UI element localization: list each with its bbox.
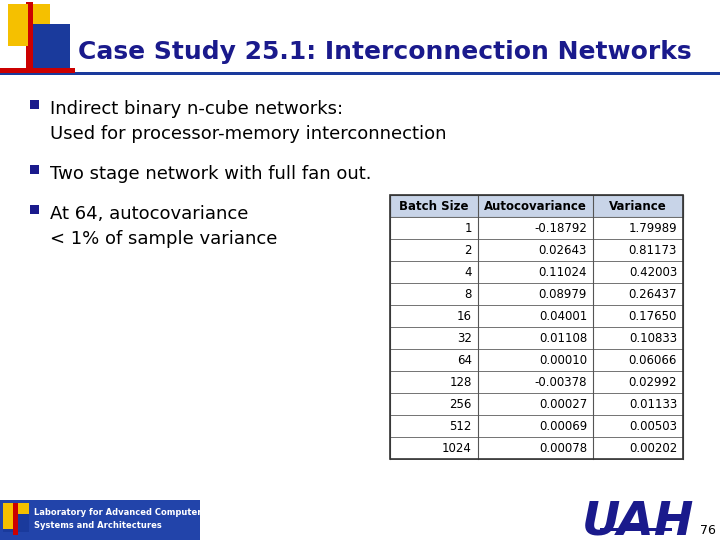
Text: -0.18792: -0.18792 <box>534 221 587 234</box>
Text: 1: 1 <box>464 221 472 234</box>
Text: 128: 128 <box>449 375 472 388</box>
Bar <box>8 4 28 46</box>
Bar <box>0 72 720 75</box>
Text: 76: 76 <box>700 523 716 537</box>
Bar <box>3 503 29 529</box>
Bar <box>390 239 683 261</box>
Bar <box>30 205 39 214</box>
Text: 4: 4 <box>464 266 472 279</box>
Text: Laboratory for Advanced Computer
Systems and Architectures: Laboratory for Advanced Computer Systems… <box>34 508 202 530</box>
Text: 0.00069: 0.00069 <box>539 420 587 433</box>
Text: 0.81173: 0.81173 <box>629 244 677 256</box>
Text: UAH: UAH <box>582 500 694 540</box>
Bar <box>0 68 75 73</box>
Bar <box>390 283 683 305</box>
Text: 0.04001: 0.04001 <box>539 309 587 322</box>
Text: 0.00503: 0.00503 <box>629 420 677 433</box>
Text: 16: 16 <box>457 309 472 322</box>
Bar <box>13 503 18 535</box>
Text: 1024: 1024 <box>442 442 472 455</box>
Text: 0.42003: 0.42003 <box>629 266 677 279</box>
Text: 2: 2 <box>464 244 472 256</box>
Text: At 64, autocovariance
< 1% of sample variance: At 64, autocovariance < 1% of sample var… <box>50 205 277 248</box>
Text: 0.10833: 0.10833 <box>629 332 677 345</box>
Bar <box>30 100 39 109</box>
Bar <box>390 195 683 459</box>
Bar <box>28 24 70 68</box>
Bar <box>390 393 683 415</box>
Text: 0.02992: 0.02992 <box>629 375 677 388</box>
Text: 8: 8 <box>464 287 472 300</box>
Text: 0.01133: 0.01133 <box>629 397 677 410</box>
Bar <box>390 327 683 349</box>
Text: 0.02643: 0.02643 <box>539 244 587 256</box>
Text: Batch Size: Batch Size <box>400 199 469 213</box>
Text: 64: 64 <box>457 354 472 367</box>
Bar <box>0 0 720 75</box>
Text: 32: 32 <box>457 332 472 345</box>
Bar <box>8 4 50 46</box>
Text: 0.00027: 0.00027 <box>539 397 587 410</box>
Text: 256: 256 <box>449 397 472 410</box>
Text: 0.26437: 0.26437 <box>629 287 677 300</box>
Text: -0.00378: -0.00378 <box>534 375 587 388</box>
Text: 0.17650: 0.17650 <box>629 309 677 322</box>
Text: 0.00010: 0.00010 <box>539 354 587 367</box>
Bar <box>0 500 200 540</box>
Bar <box>30 165 39 174</box>
Bar <box>390 217 683 239</box>
Bar <box>390 305 683 327</box>
Text: 0.06066: 0.06066 <box>629 354 677 367</box>
Text: 0.08979: 0.08979 <box>539 287 587 300</box>
Bar <box>3 503 13 529</box>
Text: 0.01108: 0.01108 <box>539 332 587 345</box>
Bar <box>390 261 683 283</box>
Bar <box>390 349 683 371</box>
Text: Autocovariance: Autocovariance <box>484 199 587 213</box>
Bar <box>26 2 33 70</box>
Text: 0.00202: 0.00202 <box>629 442 677 455</box>
Text: Indirect binary n-cube networks:
Used for processor-memory interconnection: Indirect binary n-cube networks: Used fo… <box>50 100 446 143</box>
Bar <box>390 195 683 217</box>
Text: Variance: Variance <box>609 199 667 213</box>
Bar <box>390 371 683 393</box>
Bar <box>390 437 683 459</box>
Text: Two stage network with full fan out.: Two stage network with full fan out. <box>50 165 372 183</box>
Text: 0.00078: 0.00078 <box>539 442 587 455</box>
Text: Case Study 25.1: Interconnection Networks: Case Study 25.1: Interconnection Network… <box>78 40 692 64</box>
Bar <box>3 514 29 532</box>
Text: 512: 512 <box>449 420 472 433</box>
Text: 0.11024: 0.11024 <box>539 266 587 279</box>
Bar <box>600 528 672 531</box>
Bar <box>390 415 683 437</box>
Text: 1.79989: 1.79989 <box>629 221 677 234</box>
